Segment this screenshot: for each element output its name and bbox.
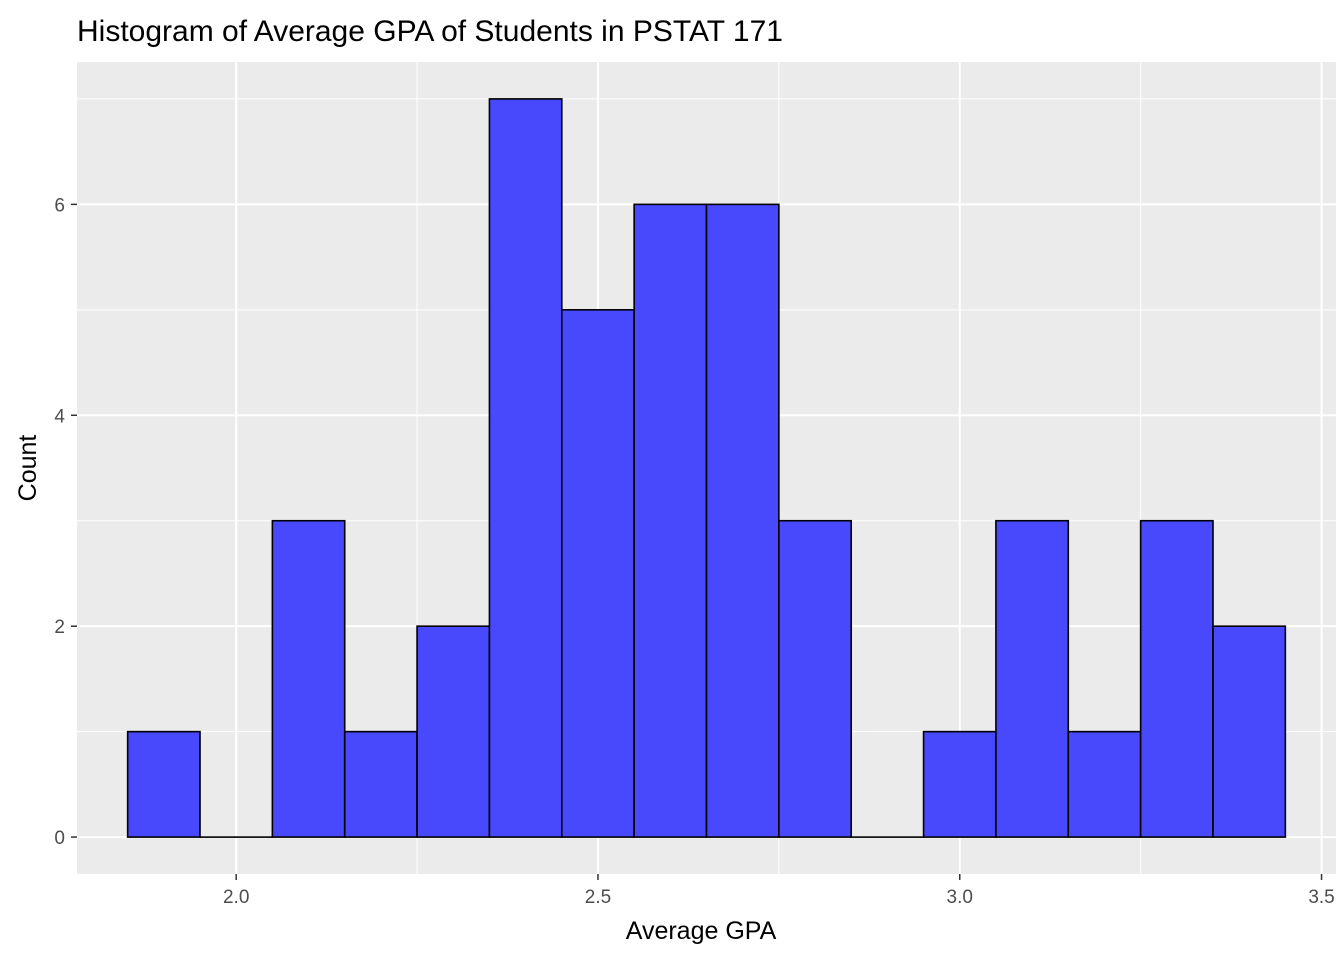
y-tick-label: 0 — [54, 828, 65, 849]
histogram-bar — [1212, 625, 1287, 838]
histogram-bar — [560, 309, 635, 838]
histogram-bar — [416, 625, 491, 838]
x-tick-label: 3.5 — [1308, 887, 1334, 908]
histogram-bar — [488, 98, 563, 838]
histogram-bar — [1067, 730, 1142, 838]
histogram-bar — [271, 519, 346, 838]
histogram-bar — [1139, 519, 1214, 838]
histogram-bar — [343, 730, 418, 838]
histogram-bar — [922, 730, 997, 838]
histogram-bar — [126, 730, 201, 838]
y-tick-label: 6 — [54, 195, 65, 216]
y-tick-label: 2 — [54, 617, 65, 638]
chart-title: Histogram of Average GPA of Students in … — [77, 15, 783, 48]
histogram-bar — [705, 203, 780, 838]
histogram-bar — [778, 519, 853, 838]
histogram-bar — [633, 203, 708, 838]
axis-ticks: 2.0 2.5 3.0 3.5 0 2 4 6 — [54, 195, 1334, 908]
x-tick-label: 2.5 — [585, 887, 611, 908]
histogram-bar — [995, 519, 1070, 838]
x-tick-label: 3.0 — [947, 887, 973, 908]
x-tick-label: 2.0 — [223, 887, 249, 908]
histogram-bars — [126, 98, 1287, 838]
y-tick-label: 4 — [54, 406, 65, 427]
x-axis-title: Average GPA — [626, 917, 777, 945]
y-axis-title: Count — [14, 435, 42, 502]
